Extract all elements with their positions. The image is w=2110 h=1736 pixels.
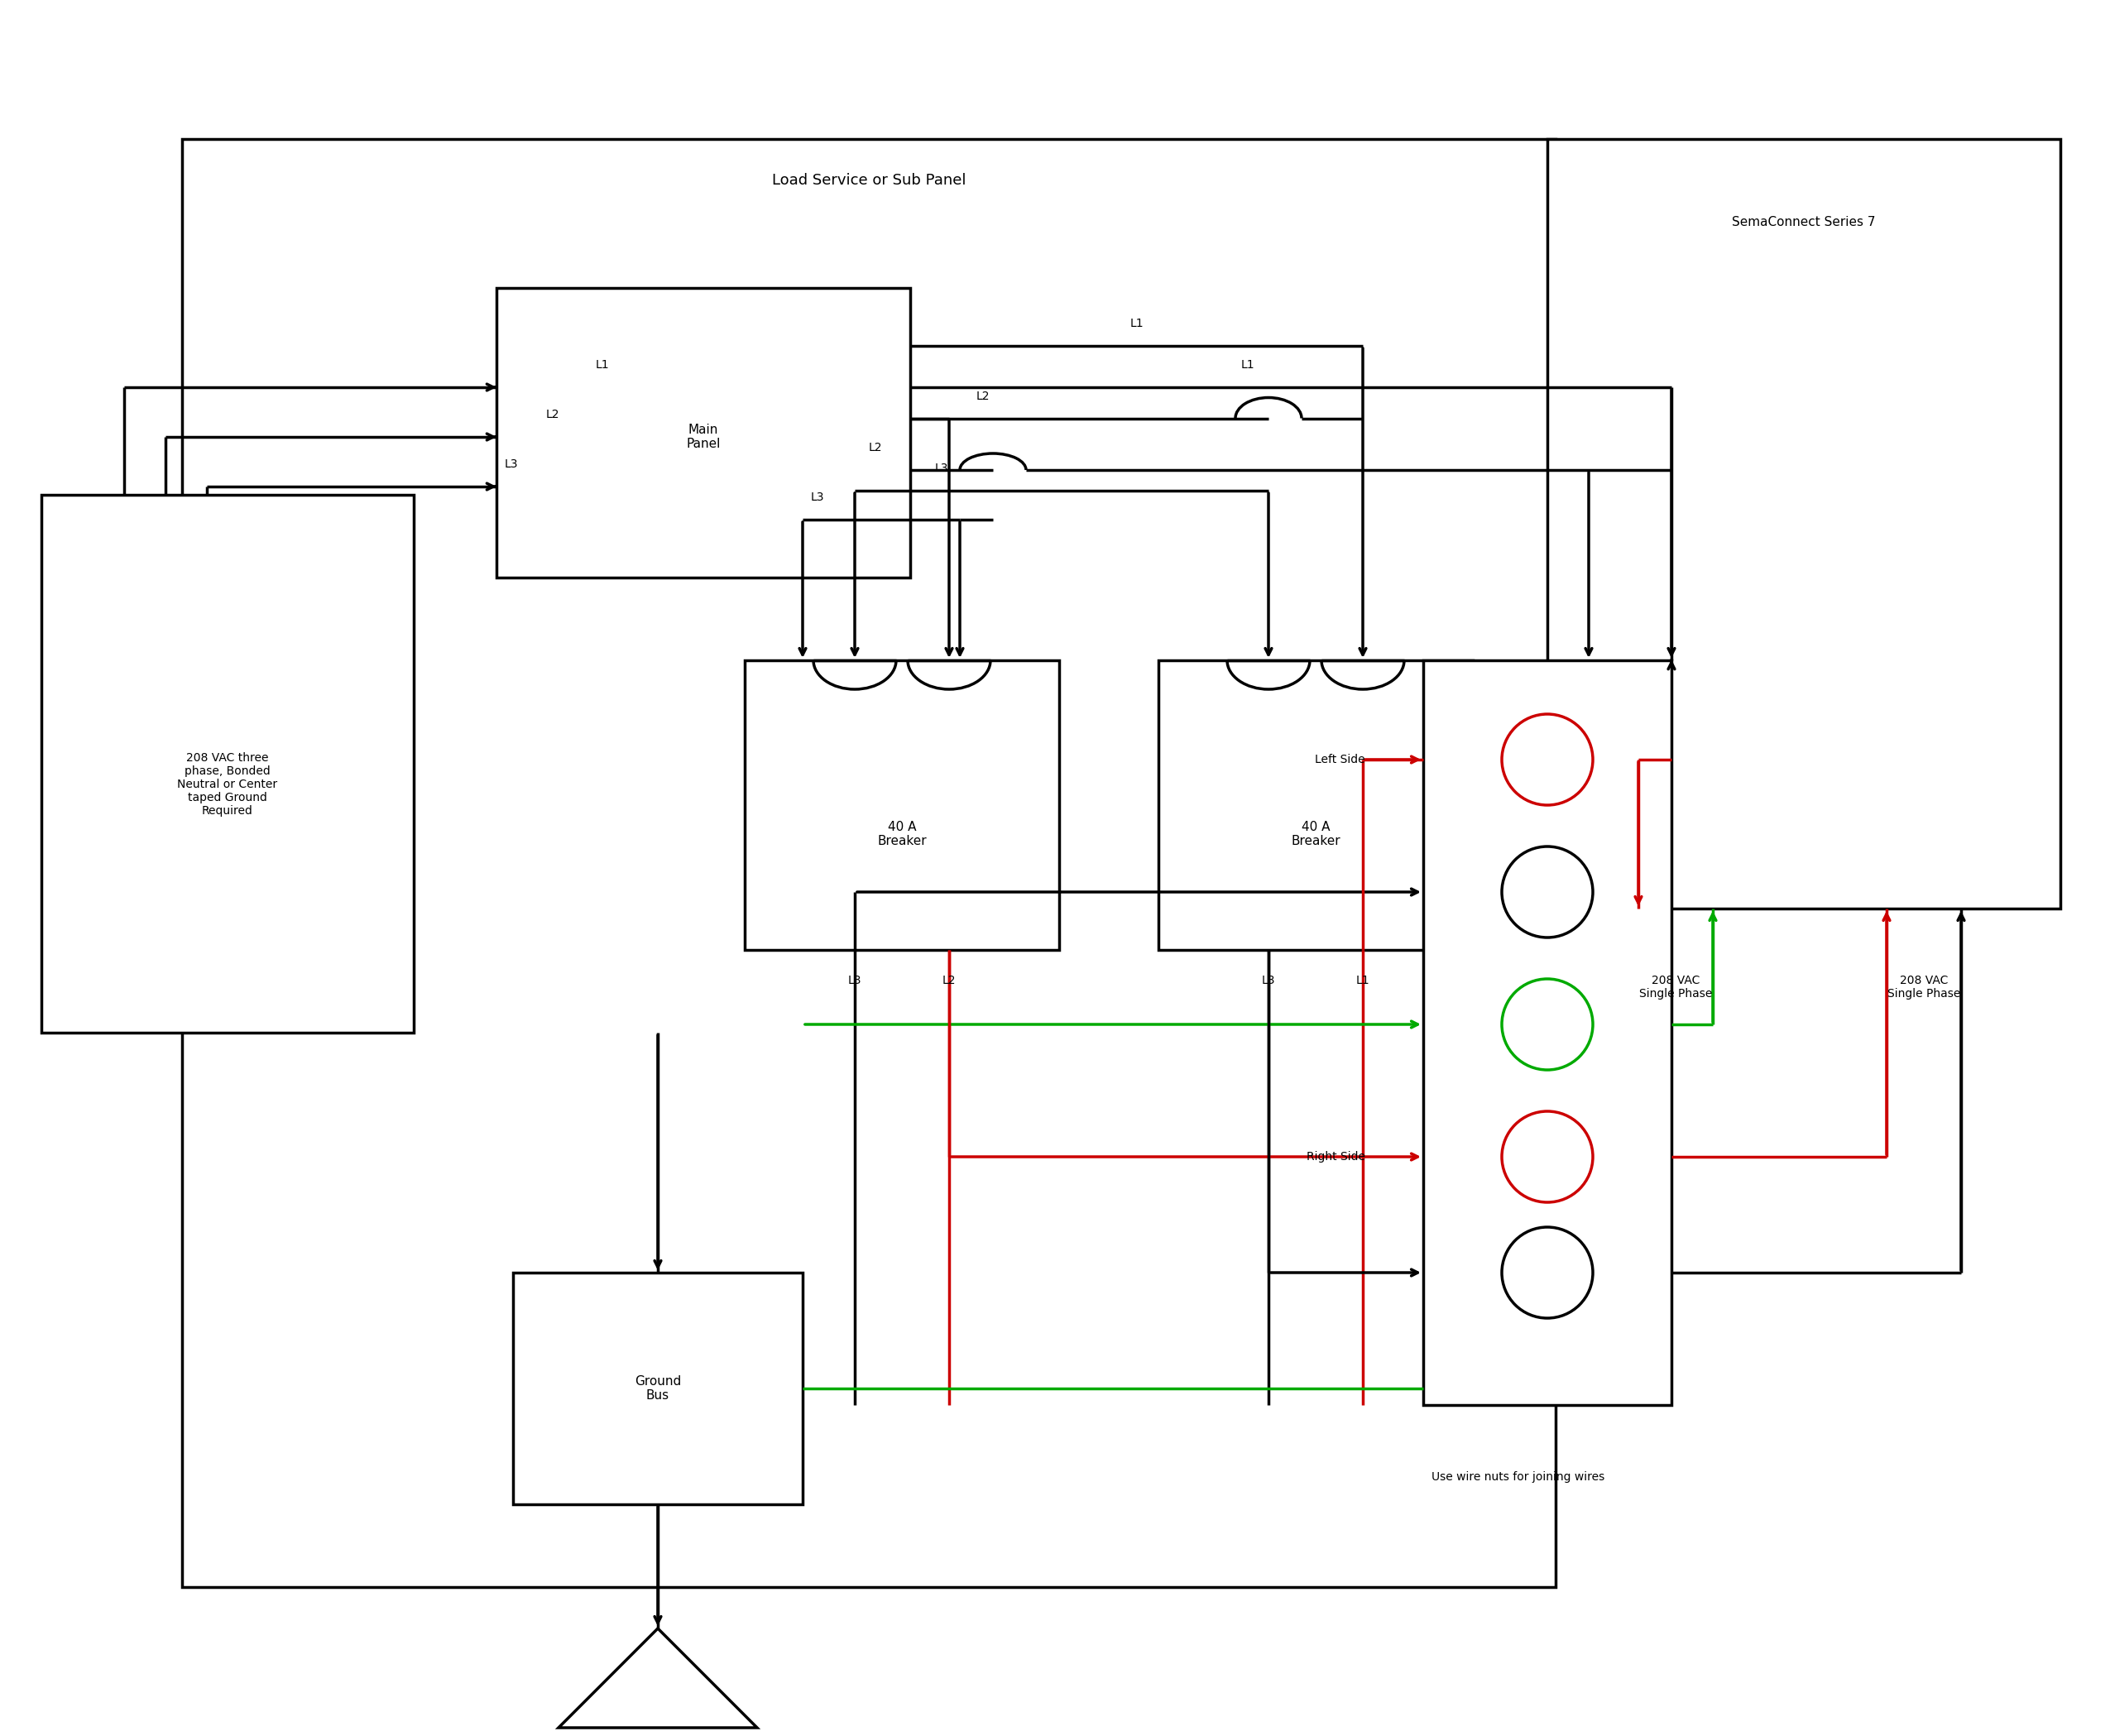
Bar — [1158, 660, 1473, 950]
Text: L3: L3 — [504, 458, 519, 470]
Bar — [496, 288, 909, 578]
Text: L3: L3 — [935, 462, 949, 474]
Bar — [1424, 660, 1671, 1404]
Text: L1: L1 — [1241, 359, 1255, 372]
Text: L3: L3 — [810, 491, 825, 503]
Text: L2: L2 — [943, 974, 956, 986]
Bar — [181, 139, 1555, 1587]
Bar — [513, 1272, 802, 1505]
Text: Main
Panel: Main Panel — [686, 424, 720, 450]
Bar — [42, 495, 414, 1033]
Text: 40 A
Breaker: 40 A Breaker — [1291, 821, 1340, 847]
Text: L3: L3 — [848, 974, 861, 986]
Text: L1: L1 — [595, 359, 610, 372]
Text: 208 VAC
Single Phase: 208 VAC Single Phase — [1886, 974, 1960, 1000]
Text: Ground
Bus: Ground Bus — [635, 1375, 682, 1403]
Text: Right Side: Right Side — [1306, 1151, 1365, 1163]
Text: Use wire nuts for joining wires: Use wire nuts for joining wires — [1431, 1470, 1604, 1483]
Text: L2: L2 — [869, 443, 882, 453]
Bar — [1547, 139, 2059, 908]
Text: 208 VAC
Single Phase: 208 VAC Single Phase — [1639, 974, 1711, 1000]
Text: L1: L1 — [1357, 974, 1369, 986]
Text: L1: L1 — [1129, 318, 1144, 330]
Text: SemaConnect Series 7: SemaConnect Series 7 — [1732, 215, 1876, 227]
Text: L2: L2 — [546, 408, 559, 420]
Text: L2: L2 — [977, 391, 990, 401]
Text: 40 A
Breaker: 40 A Breaker — [878, 821, 926, 847]
Text: Load Service or Sub Panel: Load Service or Sub Panel — [772, 174, 966, 187]
Text: Left Side: Left Side — [1315, 753, 1365, 766]
Text: 208 VAC three
phase, Bonded
Neutral or Center
taped Ground
Required: 208 VAC three phase, Bonded Neutral or C… — [177, 752, 279, 818]
Bar — [745, 660, 1059, 950]
Text: L3: L3 — [1262, 974, 1274, 986]
